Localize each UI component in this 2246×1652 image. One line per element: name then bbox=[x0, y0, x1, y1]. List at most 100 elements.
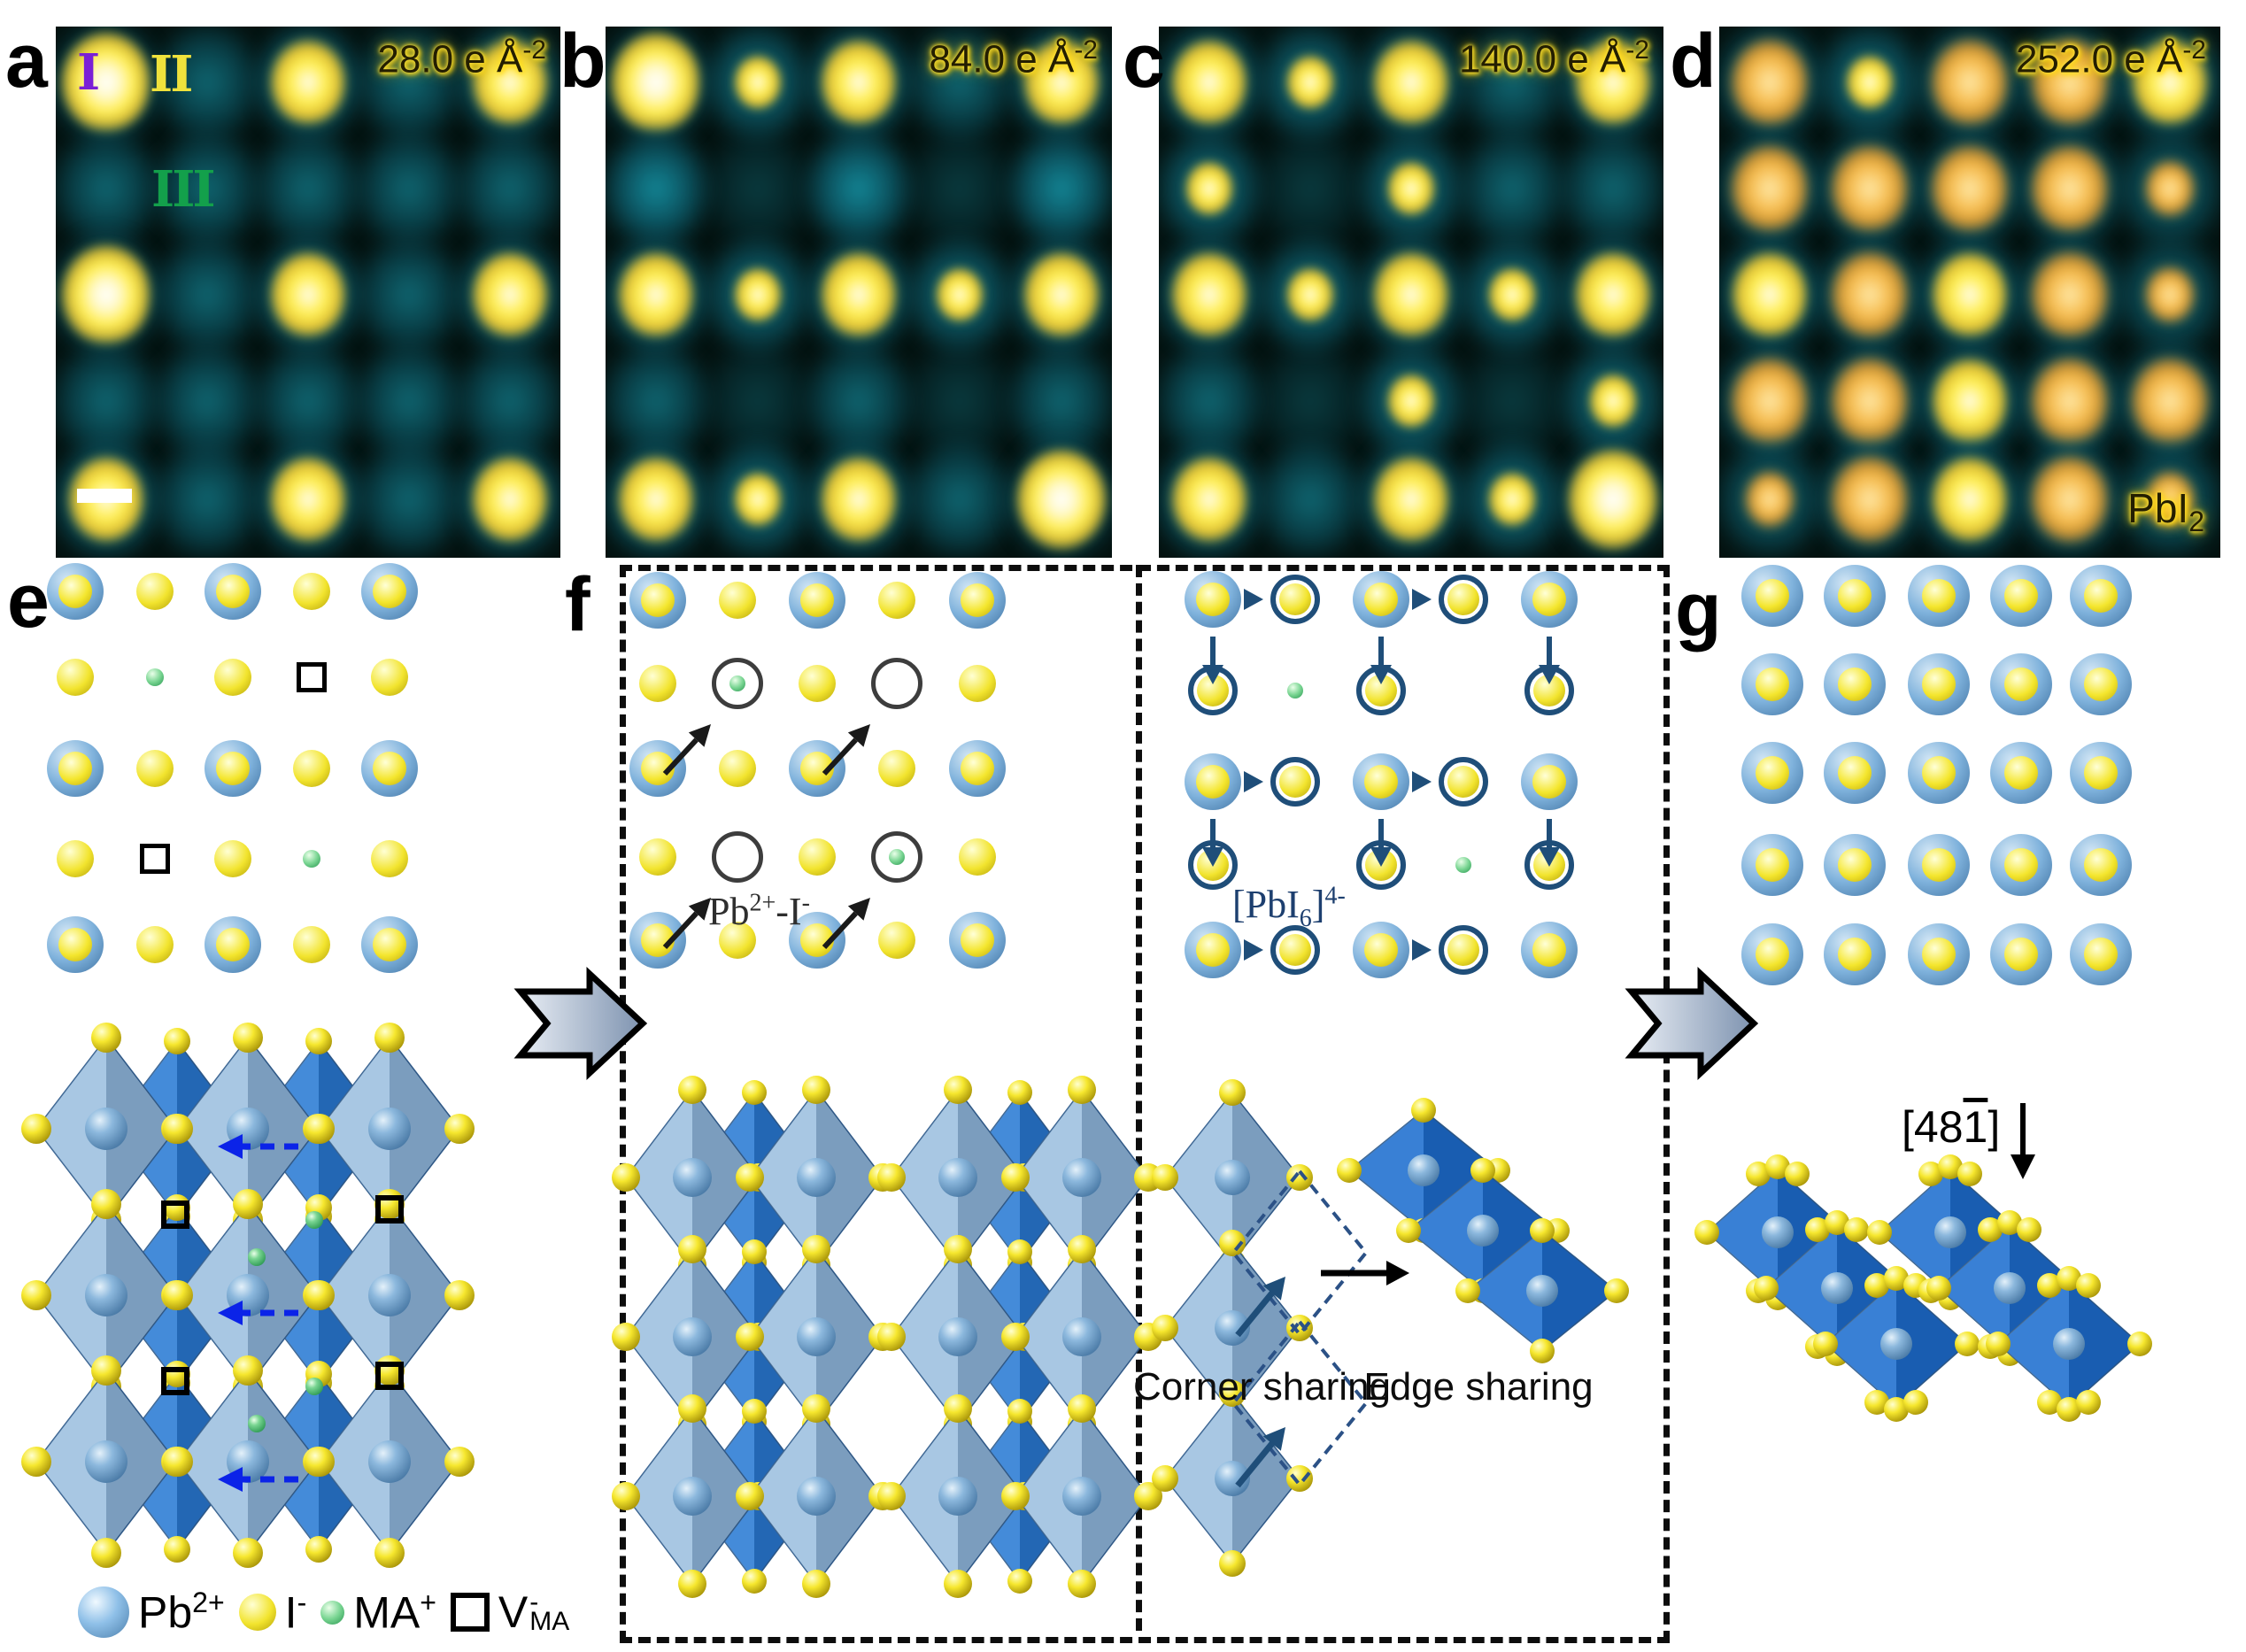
stem-spot bbox=[1159, 437, 1265, 558]
pb-iodine-column bbox=[361, 916, 418, 973]
stem-spot bbox=[129, 415, 285, 558]
stem-spot bbox=[606, 211, 734, 379]
stem-spot bbox=[803, 233, 915, 357]
stem-spot bbox=[1792, 211, 1948, 379]
stem-spot bbox=[882, 317, 1038, 485]
stem-spot bbox=[722, 256, 792, 334]
iodine-sphere bbox=[1813, 1332, 1838, 1356]
iodine-sphere bbox=[1938, 1285, 1963, 1310]
octahedron bbox=[110, 1206, 244, 1385]
iodine-atom bbox=[719, 750, 756, 787]
stem-spot bbox=[56, 415, 184, 558]
stem-spot bbox=[1578, 362, 1648, 440]
iodine-sphere bbox=[1884, 1397, 1909, 1422]
iodine-sphere bbox=[1844, 1217, 1869, 1242]
iodine-sphere bbox=[374, 1538, 405, 1568]
pb-iodine-column bbox=[2070, 742, 2132, 804]
iodine-sphere bbox=[374, 1371, 405, 1401]
legend-item-ma: MA+ bbox=[320, 1586, 436, 1639]
iodine-atom bbox=[214, 659, 251, 696]
arrow-head bbox=[2011, 1154, 2035, 1179]
iodine-sphere bbox=[21, 1114, 51, 1144]
pb-iodine-column bbox=[1185, 922, 1241, 978]
iodine-sphere bbox=[1785, 1162, 1810, 1186]
ma-cation bbox=[1287, 683, 1303, 699]
pb-iodine-column bbox=[2070, 653, 2132, 715]
iodine-sphere bbox=[1825, 1341, 1849, 1366]
pb-iodine-column bbox=[1353, 753, 1409, 810]
pb-iodine-column bbox=[1741, 565, 1803, 627]
iodine-sphere bbox=[1957, 1162, 1982, 1186]
stem-spot bbox=[432, 317, 560, 485]
iodine-sphere bbox=[1957, 1278, 1982, 1303]
region-label-3: III bbox=[151, 160, 216, 219]
stem-spot bbox=[1992, 317, 2148, 485]
stem-spot bbox=[2092, 211, 2220, 379]
octahedron bbox=[177, 1369, 319, 1555]
stem-spot bbox=[882, 211, 1038, 379]
pb-iodine-column bbox=[205, 563, 261, 620]
pb-iodine-column bbox=[1824, 834, 1886, 896]
ma-cation bbox=[303, 850, 320, 868]
iodine-sphere bbox=[164, 1361, 190, 1387]
pb-sphere bbox=[1880, 1328, 1912, 1360]
iodine-sphere bbox=[303, 1447, 333, 1477]
iodine-sphere bbox=[2009, 1220, 2034, 1245]
stem-spot bbox=[1557, 233, 1663, 357]
iodine-sphere bbox=[164, 1028, 190, 1054]
pb-iodine-column bbox=[1908, 923, 1970, 985]
iodine-atom bbox=[214, 840, 251, 877]
iodine-sphere bbox=[1978, 1217, 2003, 1242]
iodine-atom bbox=[136, 573, 174, 610]
iodine-atom bbox=[371, 840, 408, 877]
stem-spot bbox=[331, 104, 487, 273]
iodine-sphere bbox=[2057, 1397, 2081, 1422]
iodine-sphere bbox=[163, 1114, 193, 1144]
iodine-sphere bbox=[164, 1203, 190, 1230]
iodine-sphere bbox=[164, 1194, 190, 1221]
stem-spot bbox=[1478, 460, 1547, 538]
pb-sphere bbox=[227, 1440, 269, 1483]
iodine-sphere-icon bbox=[238, 1594, 276, 1632]
pb-iodine-column bbox=[2070, 565, 2132, 627]
iodine-sphere bbox=[1844, 1334, 1869, 1359]
stem-spot bbox=[1892, 317, 2048, 485]
stem-spot bbox=[230, 317, 386, 485]
iodine-sphere bbox=[2037, 1273, 2062, 1298]
iodine-sphere bbox=[2017, 1217, 2041, 1242]
iodine-sphere bbox=[164, 1370, 190, 1396]
stem-spot bbox=[1232, 27, 1388, 166]
stem-spot bbox=[1535, 211, 1663, 379]
region-label-1: I bbox=[77, 43, 100, 102]
pb-sphere bbox=[1821, 1272, 1853, 1304]
stem-spot bbox=[331, 211, 487, 379]
iodine-atom bbox=[878, 582, 915, 619]
ma-vacancy-square bbox=[297, 662, 327, 692]
iodine-sphere bbox=[2037, 1390, 2062, 1415]
iodine-sphere bbox=[1746, 1162, 1771, 1186]
stem-spot bbox=[1719, 128, 1824, 249]
iodine-sphere bbox=[374, 1355, 405, 1386]
pb-iodine-column bbox=[1908, 742, 1970, 804]
iodine-atom bbox=[293, 750, 330, 787]
pb-iodine-column bbox=[949, 740, 1006, 797]
pb-iodine-column bbox=[1990, 742, 2052, 804]
octahedron bbox=[251, 1039, 386, 1218]
iodine-sphere bbox=[91, 1371, 121, 1401]
iodine-sphere bbox=[91, 1538, 121, 1568]
stem-spot bbox=[1159, 415, 1287, 558]
iodine-sphere bbox=[1918, 1278, 1943, 1303]
stem-spot bbox=[680, 415, 836, 558]
stem-spot bbox=[1535, 104, 1663, 273]
stem-spot bbox=[1434, 211, 1590, 379]
octahedron bbox=[319, 1036, 460, 1222]
stem-spot bbox=[1914, 437, 2026, 558]
iodine-sphere bbox=[1938, 1154, 1963, 1179]
stem-spot bbox=[432, 211, 560, 379]
octahedron bbox=[110, 1039, 244, 1218]
stem-spot bbox=[252, 27, 364, 144]
pb-sphere bbox=[85, 1274, 127, 1316]
pbi6-unit-ring bbox=[1270, 925, 1320, 975]
pb-iodine-column bbox=[629, 572, 686, 629]
pb-iodine-column bbox=[361, 563, 418, 620]
